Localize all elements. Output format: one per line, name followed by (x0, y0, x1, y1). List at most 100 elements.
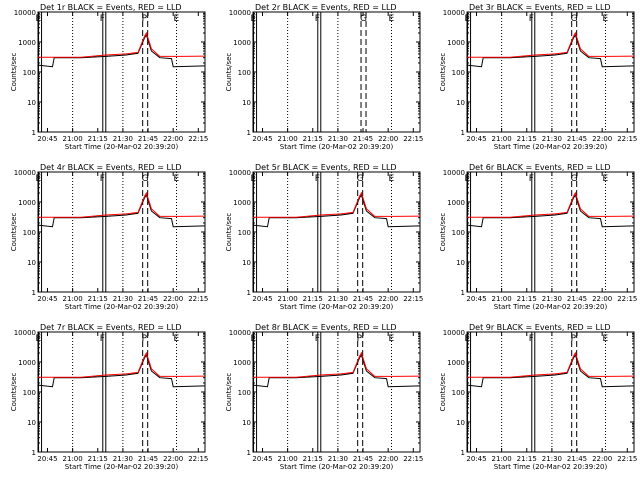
x-tick-label: 21:45 (138, 135, 158, 143)
event-marker-label: E (465, 334, 471, 344)
y-tick-label: 1 (461, 129, 465, 137)
chart-title: Det 4r BLACK = Events, RED = LLD (40, 163, 182, 172)
series-line-red (38, 31, 206, 58)
y-tick-label: 1 (32, 129, 36, 137)
x-tick-label: 21:45 (353, 455, 373, 463)
y-tick-label: 10000 (229, 329, 251, 337)
x-axis-label: Start Time (20-Mar-02 20:39:20) (65, 303, 179, 311)
y-tick-label: 10000 (14, 9, 36, 17)
event-marker-label: G (360, 14, 367, 24)
series-line-black (466, 353, 635, 388)
x-tick-label: 22:15 (617, 135, 637, 143)
x-tick-label: 20:45 (466, 135, 486, 143)
event-marker-label: P (571, 334, 577, 344)
x-tick-label: 20:45 (252, 455, 272, 463)
y-tick-label: 1 (32, 449, 36, 457)
event-marker-label: F (315, 174, 320, 184)
x-axis-label: Start Time (20-Mar-02 20:39:20) (494, 143, 608, 151)
y-tick-label: 1000 (447, 39, 465, 47)
x-tick-label: 21:15 (303, 455, 323, 463)
x-tick-label: 21:00 (63, 295, 83, 303)
x-tick-label: 21:00 (63, 455, 83, 463)
event-marker-label: F (100, 174, 105, 184)
event-marker-label: F (529, 334, 534, 344)
chart-title: Det 9r BLACK = Events, RED = LLD (469, 323, 611, 332)
chart-panel: Det 7r BLACK = Events, RED = LLD 1 10 100 10… (10, 323, 208, 471)
y-tick-label: 100 (452, 69, 465, 77)
x-tick-label: 21:15 (517, 135, 537, 143)
chart-title: Det 1r BLACK = Events, RED = LLD (40, 3, 182, 12)
x-tick-label: 22:15 (188, 135, 208, 143)
x-tick-label: 21:45 (567, 455, 587, 463)
x-tick-label: 21:45 (353, 135, 373, 143)
series-line-red (253, 351, 421, 378)
y-axis-label: Counts/sec (10, 213, 18, 252)
event-marker-label: E (603, 174, 609, 184)
event-marker-label: E (174, 334, 180, 344)
event-marker-label: F (529, 174, 534, 184)
x-tick-label: 22:00 (163, 455, 183, 463)
x-tick-label: 21:15 (303, 135, 323, 143)
y-tick-label: 10000 (14, 329, 36, 337)
event-marker-label: F (529, 14, 534, 24)
y-axis-label: Counts/sec (225, 53, 233, 92)
y-tick-label: 1 (247, 289, 251, 297)
x-tick-label: 21:30 (542, 135, 562, 143)
x-tick-label: 22:15 (617, 295, 637, 303)
chart-title: Det 5r BLACK = Events, RED = LLD (255, 163, 397, 172)
event-marker-label: E (36, 334, 42, 344)
x-tick-label: 21:15 (88, 455, 108, 463)
event-marker-label: E (174, 14, 180, 24)
x-tick-label: 21:45 (138, 455, 158, 463)
x-tick-label: 21:15 (517, 295, 537, 303)
x-tick-label: 22:00 (378, 455, 398, 463)
event-marker-label: E (389, 334, 395, 344)
y-axis-label: Counts/sec (10, 53, 18, 92)
y-tick-label: 1 (247, 449, 251, 457)
event-marker-label: E (603, 334, 609, 344)
plot-frame (466, 11, 635, 133)
x-tick-label: 21:30 (328, 135, 348, 143)
x-tick-label: 21:30 (113, 455, 133, 463)
x-tick-label: 21:45 (138, 295, 158, 303)
x-axis-label: Start Time (20-Mar-02 20:39:20) (280, 303, 394, 311)
x-axis-label: Start Time (20-Mar-02 20:39:20) (65, 143, 179, 151)
y-tick-label: 1 (461, 289, 465, 297)
x-tick-label: 22:15 (617, 455, 637, 463)
event-marker-label: G (571, 14, 578, 24)
x-tick-label: 22:00 (592, 135, 612, 143)
series-line-black (37, 193, 206, 228)
event-marker-label: F (100, 14, 105, 24)
y-tick-label: 100 (238, 229, 251, 237)
x-tick-label: 21:30 (113, 295, 133, 303)
x-tick-label: 20:45 (37, 295, 57, 303)
event-marker-label: P (357, 334, 363, 344)
y-tick-label: 10 (27, 259, 36, 267)
x-tick-label: 21:30 (542, 455, 562, 463)
plot-frame (37, 11, 206, 133)
chart-title: Det 8r BLACK = Events, RED = LLD (255, 323, 397, 332)
chart-panel: Det 6r BLACK = Events, RED = LLD 1 10 100 10… (439, 163, 637, 311)
x-tick-label: 21:15 (88, 135, 108, 143)
y-tick-label: 1000 (447, 199, 465, 207)
x-tick-label: 22:00 (163, 295, 183, 303)
y-tick-label: 1000 (18, 39, 36, 47)
series-line-red (467, 351, 635, 378)
x-tick-label: 21:00 (278, 135, 298, 143)
series-line-red (38, 191, 206, 218)
series-line-black (252, 353, 421, 388)
y-tick-label: 1 (461, 449, 465, 457)
event-marker-label: F (100, 334, 105, 344)
y-tick-label: 1000 (233, 39, 251, 47)
series-line-black (37, 33, 206, 68)
x-tick-label: 21:45 (353, 295, 373, 303)
y-tick-label: 1000 (447, 359, 465, 367)
x-axis-label: Start Time (20-Mar-02 20:39:20) (280, 463, 394, 471)
x-tick-label: 22:15 (403, 135, 423, 143)
y-tick-label: 10 (456, 99, 465, 107)
event-marker-label: E (465, 14, 471, 24)
chart-panel: Det 5r BLACK = Events, RED = LLD 1 10 100 10… (225, 163, 423, 311)
y-tick-label: 1000 (233, 199, 251, 207)
chart-title: Det 6r BLACK = Events, RED = LLD (469, 163, 611, 172)
